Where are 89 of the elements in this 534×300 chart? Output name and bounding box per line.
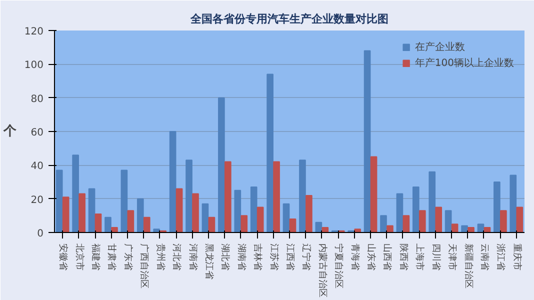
bar <box>111 226 118 232</box>
bar <box>402 215 410 232</box>
legend-label: 年产100辆以上企业数 <box>414 56 514 70</box>
bar <box>104 216 112 232</box>
bar <box>306 194 312 232</box>
x-tick-label: 上海市 <box>414 244 426 270</box>
x-tick-label: 内蒙古自治区 <box>316 244 328 298</box>
bar <box>428 171 436 232</box>
x-tick-label: 浙江省 <box>495 244 506 270</box>
bar <box>444 210 452 232</box>
bar <box>500 210 507 232</box>
bar <box>56 170 63 232</box>
y-tick-label: 60 <box>30 128 44 138</box>
x-tick-label: 北京市 <box>74 244 85 270</box>
bar <box>396 193 404 232</box>
x-tick-label: 宁夏自治区 <box>333 244 344 288</box>
x-tick-label: 湖南省 <box>236 244 247 270</box>
x-tick-label: 青海省 <box>349 244 360 270</box>
x-tick-label: 江西省 <box>284 244 296 270</box>
bar <box>322 226 329 232</box>
x-tick-label: 河北省 <box>171 244 182 270</box>
bar <box>250 186 258 232</box>
bar <box>299 160 306 232</box>
x-tick-label: 辽宁省 <box>300 244 312 270</box>
bar <box>386 225 394 232</box>
x-tick-label: 吉林省 <box>252 244 264 270</box>
y-axis-title: 个 <box>2 124 18 139</box>
bar <box>208 216 216 232</box>
x-tick-label: 安徽省 <box>58 244 69 270</box>
bar <box>256 206 264 232</box>
bar <box>78 193 86 232</box>
x-tick-label: 天津市 <box>446 244 458 270</box>
bar <box>477 224 484 232</box>
y-tick-label: 100 <box>24 60 44 72</box>
bar <box>510 174 517 232</box>
bar <box>186 160 192 232</box>
bar <box>143 216 150 232</box>
bar <box>62 196 70 232</box>
x-tick-label: 江苏省 <box>268 244 280 270</box>
x-tick-label: 广西自治区 <box>138 244 150 288</box>
x-tick-label: 陕西省 <box>398 244 409 270</box>
x-tick-label: 福建省 <box>90 244 102 270</box>
bar <box>266 74 274 232</box>
y-tick-label: 80 <box>30 94 44 105</box>
bar <box>412 186 420 232</box>
x-tick-label: 重庆市 <box>511 244 522 270</box>
y-tick-label: 120 <box>24 26 44 38</box>
bar <box>234 190 242 232</box>
bar <box>192 193 199 232</box>
bar <box>176 188 183 232</box>
bar <box>364 50 371 232</box>
bar <box>273 161 280 232</box>
x-tick-label: 四川省 <box>430 244 442 270</box>
chart-title: 全国各省份专用汽车生产企业数量对比图 <box>190 12 388 26</box>
bar <box>218 97 225 232</box>
bar <box>127 210 134 232</box>
x-tick-label: 新疆自治区 <box>462 244 474 288</box>
y-tick-label: 40 <box>30 161 44 172</box>
x-tick-label: 山西省 <box>382 244 393 270</box>
bar <box>72 154 79 232</box>
bar <box>468 226 474 232</box>
bar <box>494 182 500 232</box>
bar <box>451 224 458 232</box>
x-tick-label: 广东省 <box>122 244 134 270</box>
y-tick-label: 0 <box>37 228 44 240</box>
bar <box>240 215 248 232</box>
x-tick-label: 湖北省 <box>220 244 231 270</box>
bar <box>289 218 296 232</box>
x-tick-label: 贵州省 <box>154 244 166 270</box>
bar <box>94 213 102 232</box>
x-tick-label: 河南省 <box>187 244 198 270</box>
bar <box>136 198 144 232</box>
y-tick-label: 20 <box>30 194 44 206</box>
bar <box>380 215 387 232</box>
legend-label: 在产企业数 <box>414 40 465 54</box>
x-tick-label: 甘肃省 <box>106 244 118 270</box>
bar <box>370 156 378 232</box>
bar <box>88 188 96 232</box>
bar <box>435 206 442 232</box>
x-tick-label: 山东省 <box>366 244 377 270</box>
bar <box>202 203 209 232</box>
x-tick-label: 黑龙江省 <box>203 244 214 280</box>
x-tick-label: 云南省 <box>478 244 490 270</box>
bar <box>516 206 524 232</box>
bar <box>224 161 232 232</box>
bar <box>418 210 426 232</box>
bar <box>120 170 128 232</box>
bar <box>282 203 290 232</box>
bar <box>169 131 176 232</box>
